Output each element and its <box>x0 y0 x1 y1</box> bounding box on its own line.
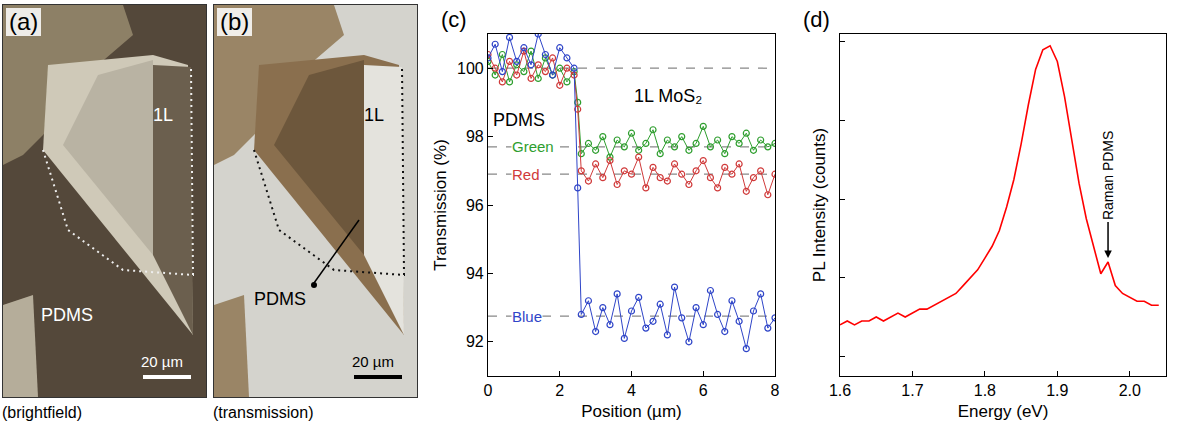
svg-text:PL Intensity (counts): PL Intensity (counts) <box>810 128 829 282</box>
html-text:PDMS: PDMS <box>41 305 93 325</box>
html-text:20 µm: 20 µm <box>352 353 394 370</box>
html-text:1L: 1L <box>364 105 384 125</box>
svg-text:Raman PDMS: Raman PDMS <box>1100 131 1116 220</box>
svg-text:8: 8 <box>771 382 780 399</box>
svg-text:2: 2 <box>555 382 564 399</box>
svg-text:Transmission (%): Transmission (%) <box>431 139 450 271</box>
svg-text:1.8: 1.8 <box>974 382 996 399</box>
html-text:(brightfield): (brightfield) <box>2 404 82 421</box>
svg-text:Blue: Blue <box>512 308 542 325</box>
svg-text:100: 100 <box>457 60 484 77</box>
svg-text:Red: Red <box>512 166 540 183</box>
svg-text:94: 94 <box>466 265 484 282</box>
html-text:PDMS: PDMS <box>254 289 306 309</box>
svg-text:Green: Green <box>512 138 554 155</box>
html-text:20 µm: 20 µm <box>141 353 183 370</box>
svg-text:PDMS: PDMS <box>493 110 545 130</box>
html-text:(b): (b) <box>220 8 250 35</box>
svg-text:92: 92 <box>466 333 484 350</box>
svg-text:2.0: 2.0 <box>1119 382 1141 399</box>
svg-text:0: 0 <box>484 382 493 399</box>
svg-text:98: 98 <box>466 128 484 145</box>
svg-text:96: 96 <box>466 197 484 214</box>
svg-text:1.6: 1.6 <box>829 382 851 399</box>
svg-text:1.7: 1.7 <box>901 382 923 399</box>
svg-text:1L MoS₂: 1L MoS₂ <box>634 86 702 106</box>
html-text:(transmission): (transmission) <box>213 404 314 421</box>
html-text:1L: 1L <box>153 105 173 125</box>
html-text:(a): (a) <box>9 8 39 35</box>
svg-text:1.9: 1.9 <box>1046 382 1068 399</box>
svg-text:Energy (eV): Energy (eV) <box>958 402 1049 421</box>
svg-text:(d): (d) <box>803 7 830 32</box>
svg-text:4: 4 <box>627 382 636 399</box>
svg-text:(c): (c) <box>441 7 467 32</box>
svg-text:Position (µm): Position (µm) <box>581 402 681 421</box>
svg-text:6: 6 <box>699 382 708 399</box>
